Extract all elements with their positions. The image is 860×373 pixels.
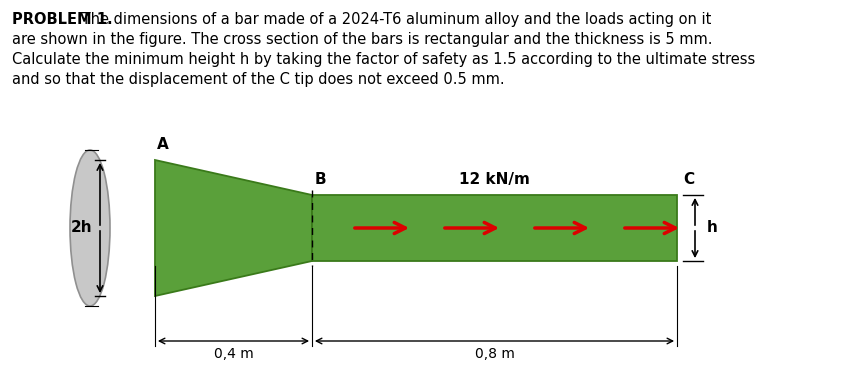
Text: are shown in the figure. The cross section of the bars is rectangular and the th: are shown in the figure. The cross secti… [12, 32, 712, 47]
Ellipse shape [70, 150, 110, 306]
Polygon shape [155, 160, 312, 296]
Polygon shape [312, 195, 677, 261]
Text: 0,4 m: 0,4 m [213, 347, 254, 361]
Text: 2h: 2h [71, 220, 92, 235]
Text: B: B [315, 172, 327, 187]
Text: 12 kN/m: 12 kN/m [459, 172, 530, 187]
Text: 0,8 m: 0,8 m [475, 347, 514, 361]
Text: PROBLEM 1.: PROBLEM 1. [12, 12, 113, 27]
Text: Calculate the minimum height h by taking the factor of safety as 1.5 according t: Calculate the minimum height h by taking… [12, 52, 755, 67]
Text: C: C [683, 172, 694, 187]
Text: h: h [707, 220, 718, 235]
Text: and so that the displacement of the C tip does not exceed 0.5 mm.: and so that the displacement of the C ti… [12, 72, 505, 87]
Text: The dimensions of a bar made of a 2024-T6 aluminum alloy and the loads acting on: The dimensions of a bar made of a 2024-T… [77, 12, 711, 27]
Text: A: A [157, 137, 169, 152]
